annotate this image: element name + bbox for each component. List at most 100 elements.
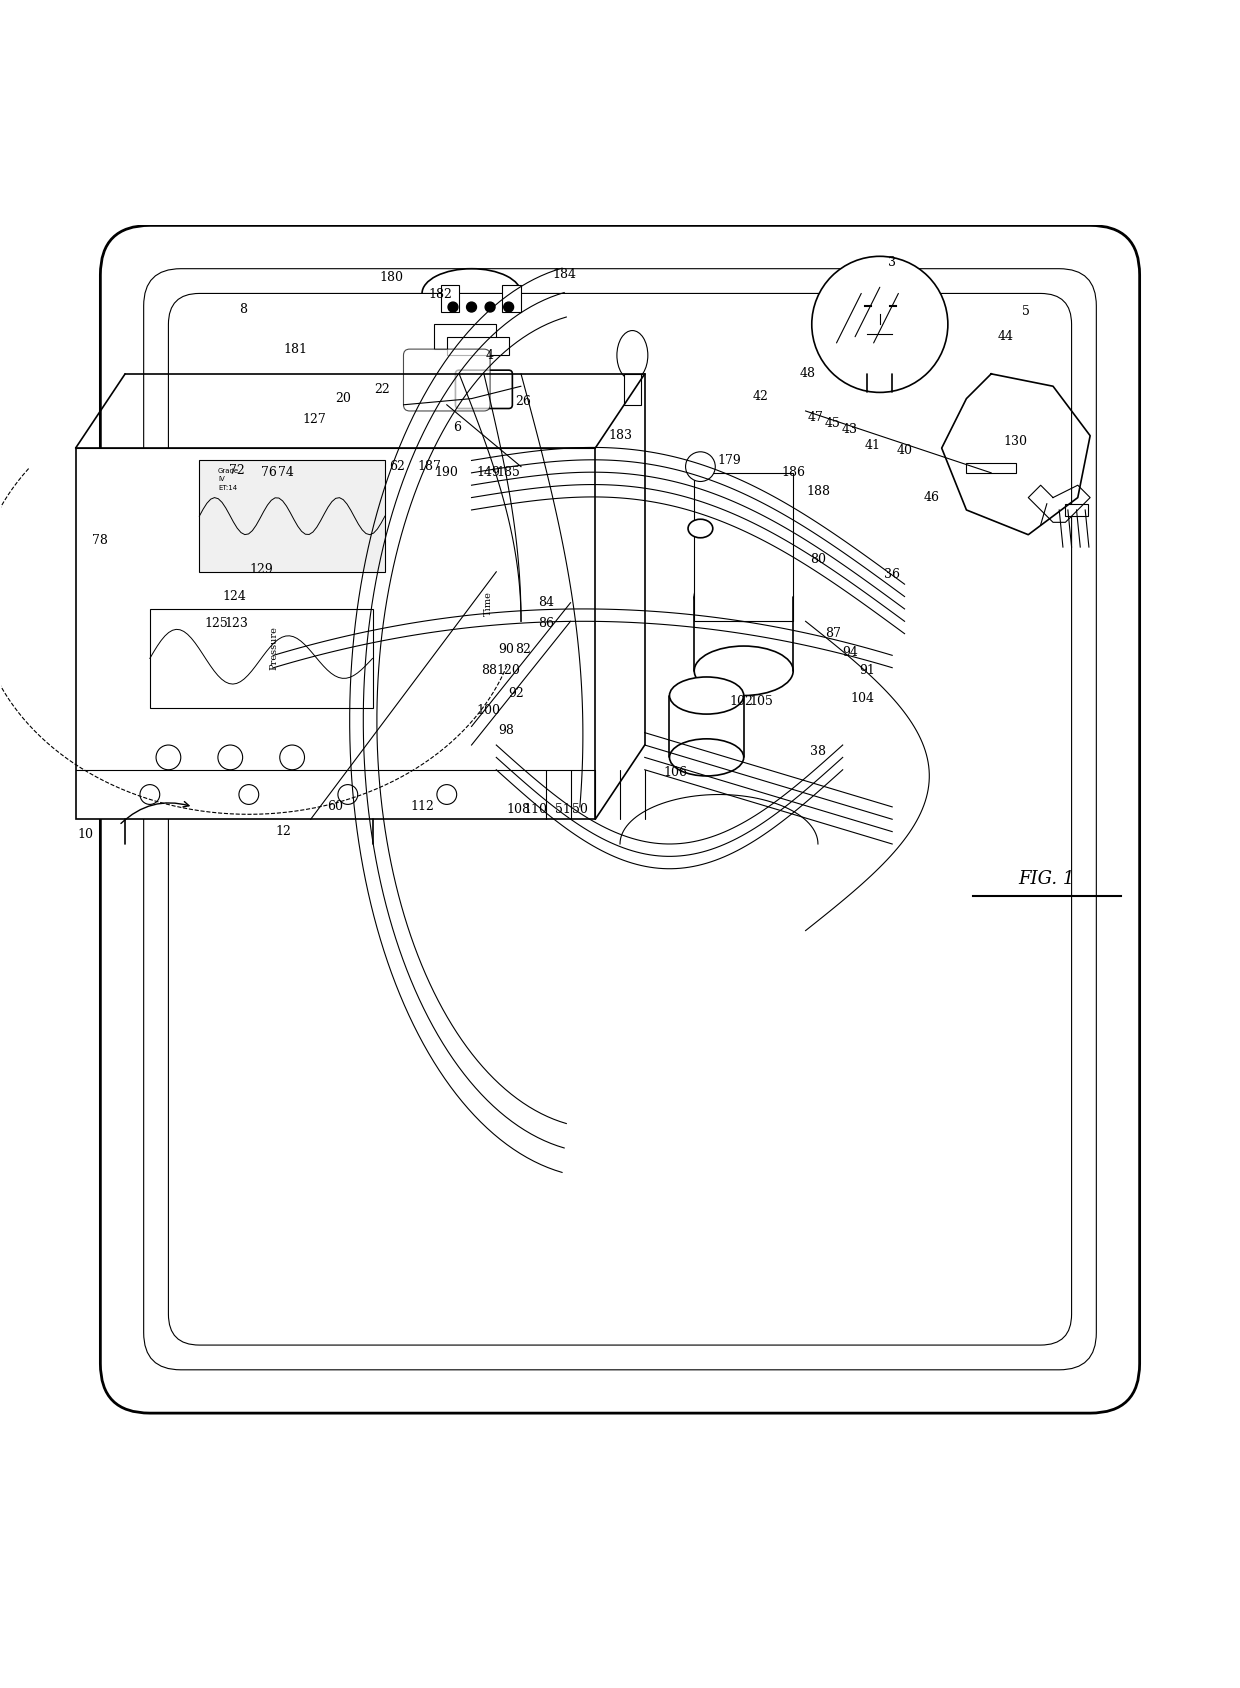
Text: Grade: Grade [218, 468, 239, 474]
Circle shape [448, 302, 458, 312]
Text: 40: 40 [897, 444, 913, 457]
Circle shape [339, 785, 357, 805]
Text: 3: 3 [888, 257, 897, 268]
Text: 74: 74 [278, 466, 294, 479]
FancyBboxPatch shape [200, 461, 384, 572]
Text: 94: 94 [842, 647, 858, 658]
Text: 8: 8 [238, 304, 247, 316]
Text: Time: Time [485, 591, 494, 616]
Circle shape [812, 257, 947, 392]
Text: 12: 12 [275, 825, 291, 839]
Ellipse shape [670, 739, 744, 776]
Text: 84: 84 [538, 596, 554, 609]
Text: 90: 90 [498, 643, 515, 657]
Text: 36: 36 [884, 567, 900, 581]
Text: 125: 125 [205, 618, 228, 630]
Text: 110: 110 [523, 803, 548, 815]
Ellipse shape [670, 677, 744, 714]
Bar [1065, 503, 1087, 517]
Bar [624, 373, 641, 405]
Circle shape [140, 785, 160, 805]
FancyBboxPatch shape [403, 349, 490, 410]
Text: 6: 6 [453, 420, 461, 434]
Ellipse shape [694, 572, 794, 621]
Text: 10: 10 [78, 827, 93, 841]
Text: 184: 184 [552, 268, 577, 282]
Text: 182: 182 [429, 289, 453, 300]
Text: 43: 43 [842, 424, 858, 436]
Text: 187: 187 [418, 461, 441, 473]
Text: 38: 38 [810, 744, 826, 758]
Circle shape [156, 744, 181, 770]
Ellipse shape [618, 331, 647, 380]
Text: 181: 181 [284, 343, 308, 356]
Bar [150, 609, 372, 707]
Text: 112: 112 [410, 800, 434, 814]
Text: 72: 72 [228, 464, 244, 476]
Text: 51: 51 [556, 803, 572, 815]
FancyBboxPatch shape [76, 447, 595, 819]
Text: 124: 124 [222, 591, 246, 603]
Text: 105: 105 [749, 695, 773, 709]
Text: 62: 62 [389, 461, 405, 473]
Text: 88: 88 [481, 665, 497, 677]
Text: 48: 48 [800, 368, 816, 380]
Text: 180: 180 [379, 270, 403, 284]
Text: 91: 91 [859, 665, 875, 677]
Text: 46: 46 [924, 491, 940, 505]
Bar [966, 463, 1016, 473]
Circle shape [485, 302, 495, 312]
Text: 5: 5 [1022, 306, 1029, 319]
Text: 129: 129 [249, 562, 273, 576]
Circle shape [686, 452, 715, 481]
Text: 188: 188 [806, 484, 830, 498]
Text: 179: 179 [717, 454, 740, 468]
Text: 80: 80 [810, 554, 826, 565]
Circle shape [436, 785, 456, 805]
Text: 108: 108 [507, 803, 531, 815]
Text: 22: 22 [374, 383, 391, 397]
Text: ET:14: ET:14 [218, 484, 237, 491]
Circle shape [466, 302, 476, 312]
Text: 60: 60 [327, 800, 343, 814]
Text: 100: 100 [477, 704, 501, 717]
Text: 102: 102 [729, 695, 753, 709]
Text: 26: 26 [516, 395, 532, 407]
Text: 44: 44 [998, 331, 1014, 343]
Circle shape [239, 785, 259, 805]
Text: 104: 104 [851, 692, 874, 704]
Text: Pressure: Pressure [269, 626, 278, 670]
Ellipse shape [694, 647, 794, 695]
Bar [446, 336, 508, 354]
Circle shape [280, 744, 305, 770]
Bar [440, 285, 459, 312]
Text: 4: 4 [486, 349, 494, 361]
Polygon shape [434, 324, 496, 349]
Text: 42: 42 [753, 390, 769, 403]
Text: 45: 45 [825, 417, 841, 430]
Text: 127: 127 [303, 414, 326, 425]
Text: 185: 185 [497, 466, 521, 479]
Text: FIG. 1: FIG. 1 [1018, 869, 1075, 888]
Text: 186: 186 [781, 466, 805, 479]
Text: 149: 149 [477, 466, 501, 479]
Text: 106: 106 [663, 766, 688, 778]
Text: 82: 82 [516, 643, 532, 657]
Text: 130: 130 [1004, 436, 1028, 449]
FancyBboxPatch shape [455, 370, 512, 408]
Text: 87: 87 [825, 628, 841, 640]
Text: 98: 98 [498, 724, 515, 736]
Text: 47: 47 [807, 410, 823, 424]
Text: 76: 76 [260, 466, 277, 479]
Ellipse shape [688, 520, 713, 538]
Text: 183: 183 [608, 429, 632, 442]
Text: 78: 78 [93, 535, 108, 547]
Text: 50: 50 [573, 803, 588, 815]
Text: 190: 190 [435, 466, 459, 479]
Bar [502, 285, 521, 312]
Text: 123: 123 [224, 618, 248, 630]
Text: 92: 92 [508, 687, 525, 699]
Circle shape [503, 302, 513, 312]
Text: 41: 41 [864, 439, 880, 452]
Circle shape [218, 744, 243, 770]
